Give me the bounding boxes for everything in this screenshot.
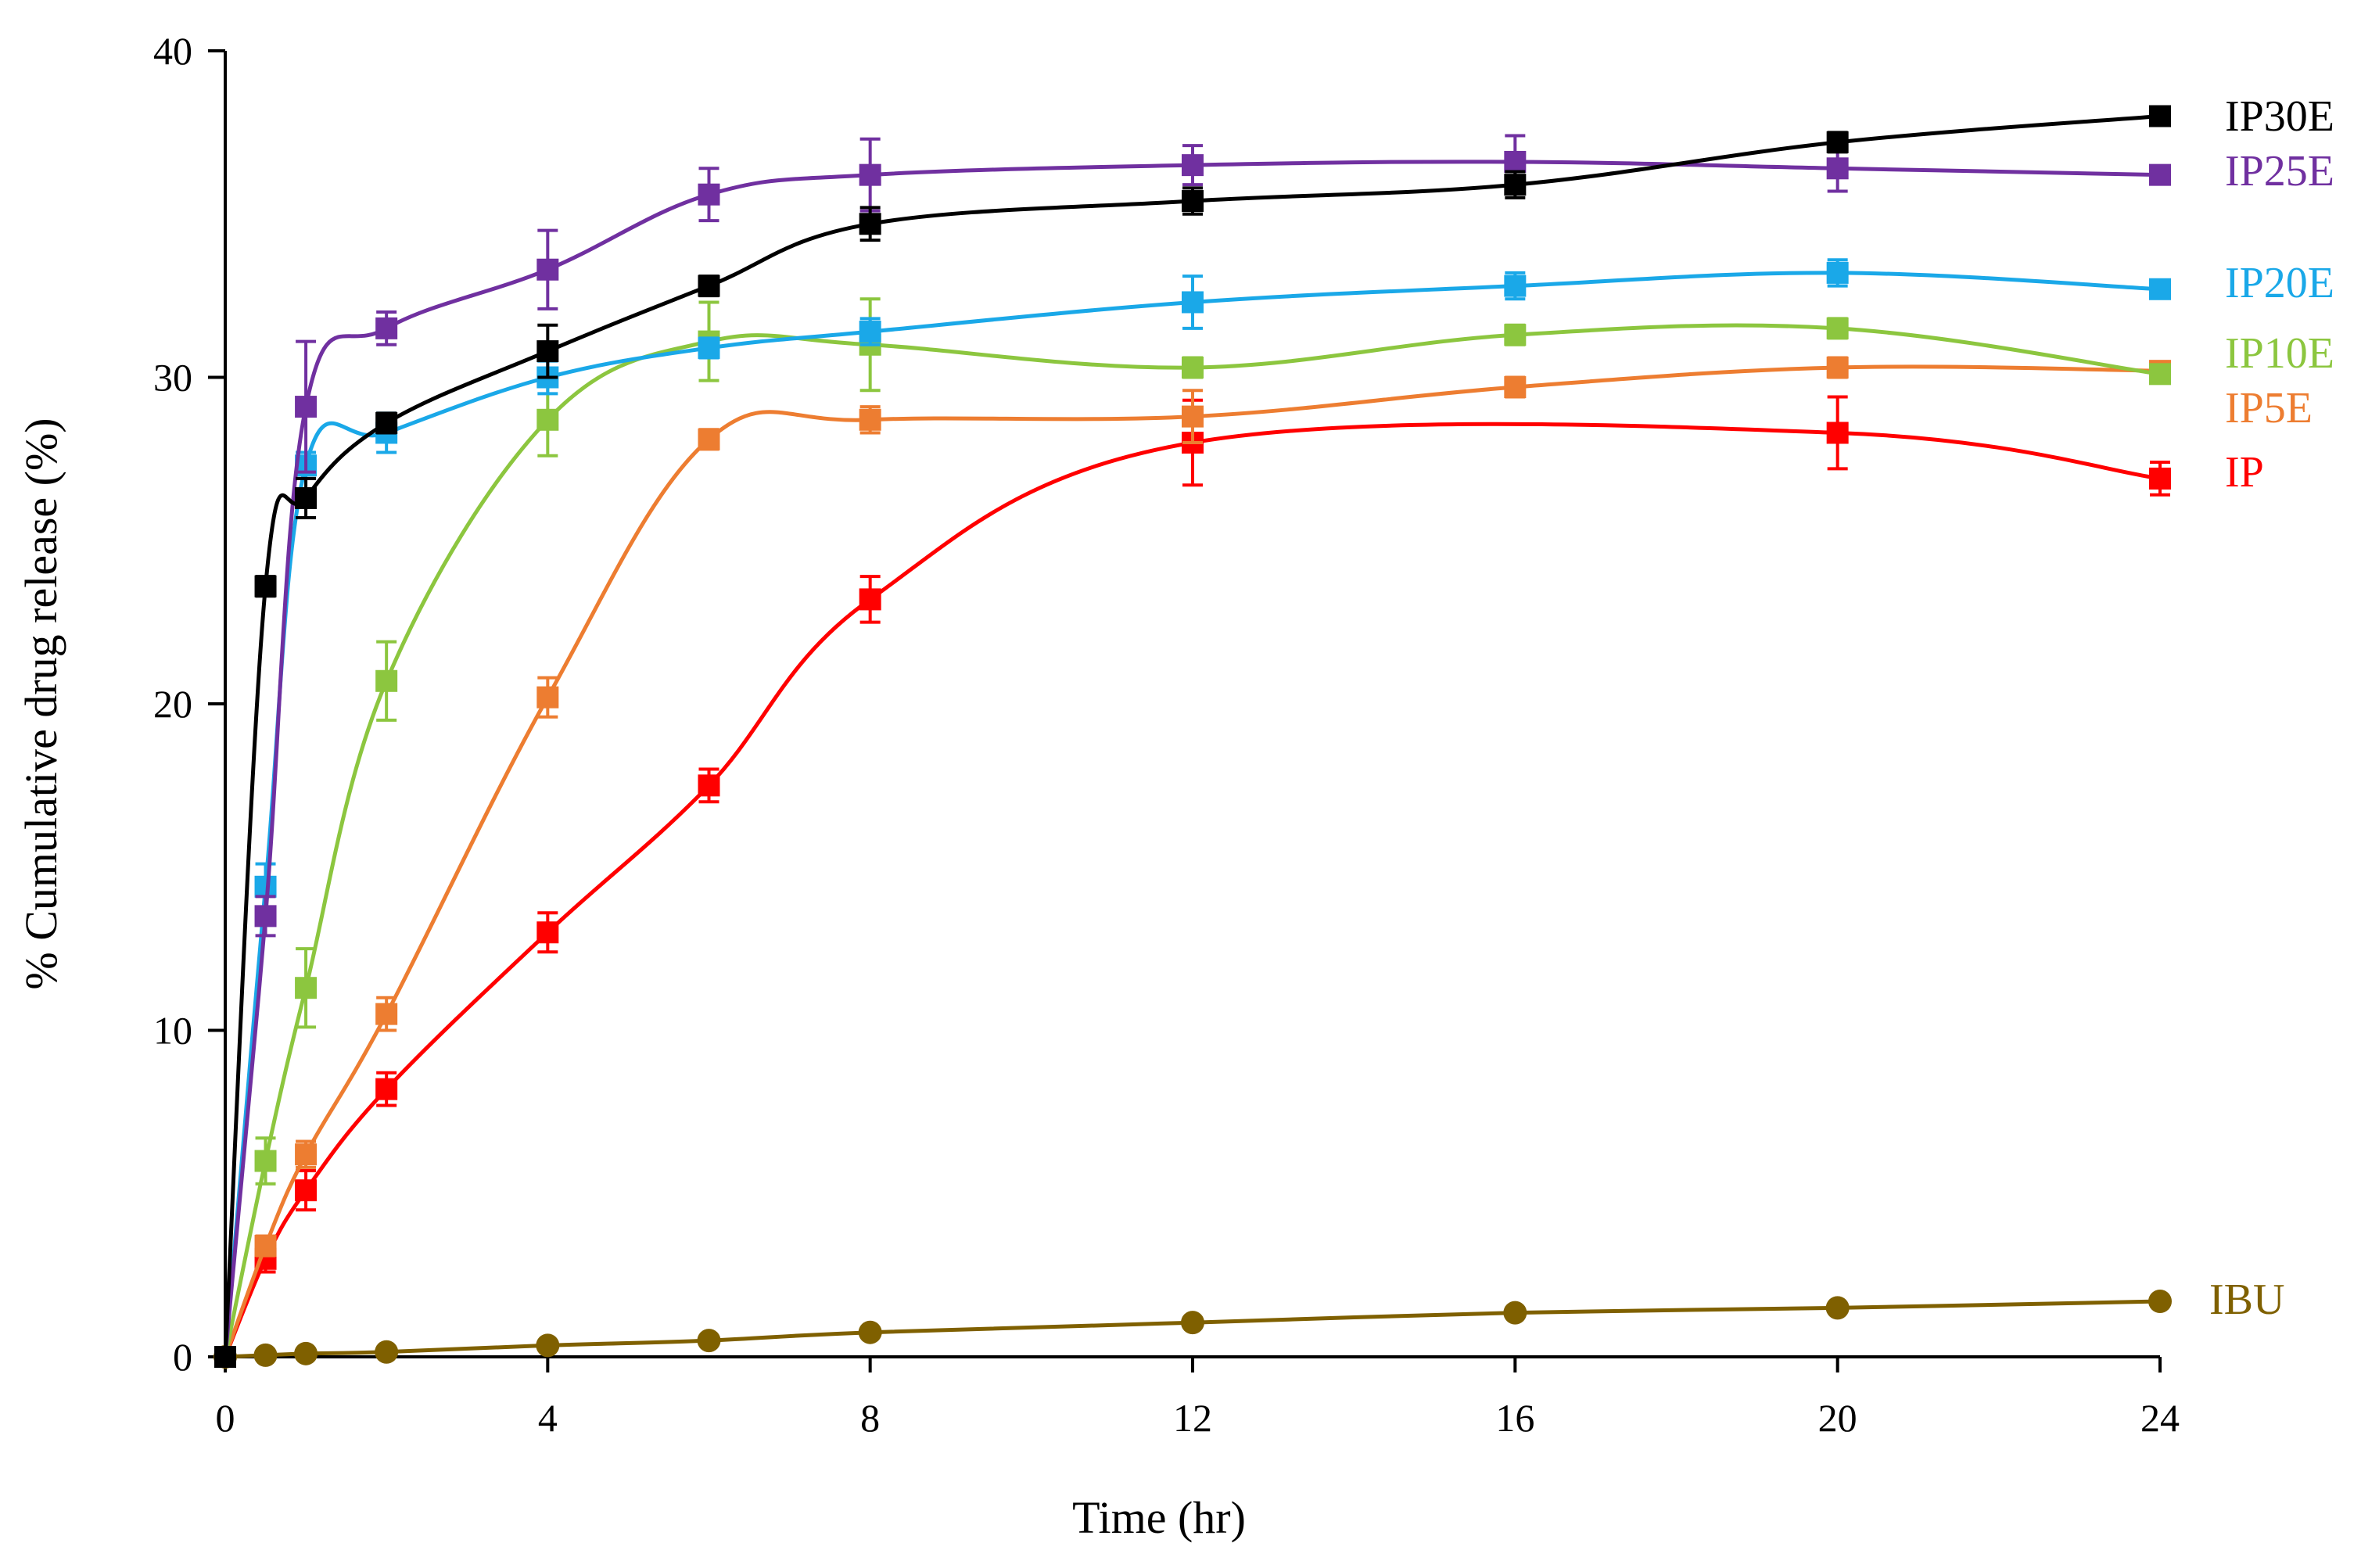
data-point-ibu-5 xyxy=(697,1329,721,1353)
x-tick-label-1: 4 xyxy=(538,1396,558,1440)
series-line-ip5e xyxy=(223,364,2162,1359)
data-point-ibu-7 xyxy=(1181,1311,1204,1335)
x-tick-label-4: 16 xyxy=(1495,1396,1534,1440)
data-point-ibu-4 xyxy=(536,1333,560,1358)
data-point-ip20e-6 xyxy=(859,321,881,343)
data-point-ibu-3 xyxy=(375,1340,399,1364)
data-point-ibu-9 xyxy=(1825,1296,1850,1320)
series-ip25e xyxy=(214,134,2171,1368)
y-tick-label-0: 0 xyxy=(173,1335,192,1379)
data-point-ip30e-5 xyxy=(698,274,720,297)
data-point-ip30e-0 xyxy=(214,1346,236,1368)
data-point-ip5e-3 xyxy=(375,1003,398,1025)
data-point-ip25e-2 xyxy=(295,396,318,418)
data-point-ip25e-4 xyxy=(536,258,559,281)
data-point-ip20e-5 xyxy=(698,336,720,359)
data-point-ip10e-3 xyxy=(375,669,398,692)
x-tick-label-2: 8 xyxy=(860,1396,880,1440)
data-point-ip25e-1 xyxy=(254,905,277,928)
y-tick-label-3: 30 xyxy=(153,356,192,400)
data-point-ip5e-4 xyxy=(536,686,559,709)
data-point-ibu-8 xyxy=(1503,1301,1527,1325)
data-point-ip10e-2 xyxy=(295,977,318,999)
x-tick-label-5: 20 xyxy=(1818,1396,1857,1440)
data-point-ip25e-9 xyxy=(1826,157,1849,180)
data-point-ip25e-3 xyxy=(375,317,398,339)
data-point-ip25e-10 xyxy=(2149,163,2171,186)
data-point-ibu-10 xyxy=(2148,1290,2172,1314)
y-tick-label-1: 10 xyxy=(153,1009,192,1053)
data-point-ip25e-8 xyxy=(1504,150,1527,173)
legend-label-ip10e: IP10E xyxy=(2225,329,2334,378)
data-point-ibu-6 xyxy=(858,1320,882,1344)
data-point-ip-4 xyxy=(536,921,559,944)
data-point-ip30e-2 xyxy=(295,486,318,509)
data-point-ip-6 xyxy=(859,588,881,611)
ticks: 0 4 8 12 16 20 24 0 10 20 30 40 xyxy=(153,29,2180,1440)
series-ip30e xyxy=(214,105,2171,1368)
data-point-ip5e-1 xyxy=(254,1235,277,1258)
data-point-ip-2 xyxy=(295,1179,318,1202)
data-point-ip5e-6 xyxy=(859,408,881,431)
data-point-ip30e-7 xyxy=(1182,190,1204,213)
data-point-ip5e-9 xyxy=(1826,356,1849,379)
data-point-ibu-2 xyxy=(294,1341,318,1365)
legend-label-ip20e: IP20E xyxy=(2225,259,2334,307)
data-point-ip30e-4 xyxy=(536,340,559,363)
x-tick-label-0: 0 xyxy=(216,1396,235,1440)
data-point-ip30e-8 xyxy=(1504,174,1527,196)
data-point-ip5e-7 xyxy=(1182,405,1204,428)
data-point-ip30e-10 xyxy=(2149,105,2171,127)
series-ip xyxy=(214,395,2171,1368)
x-tick-label-3: 12 xyxy=(1173,1396,1212,1440)
data-point-ip20e-8 xyxy=(1504,274,1527,297)
y-tick-label-4: 40 xyxy=(153,29,192,73)
data-point-ip10e-8 xyxy=(1504,324,1527,346)
data-point-ip-8 xyxy=(1826,422,1849,444)
series xyxy=(214,105,2172,1369)
series-line-ip xyxy=(223,422,2162,1359)
data-point-ip10e-7 xyxy=(1182,356,1204,379)
legend-label-ibu: IBU xyxy=(2209,1276,2284,1324)
x-tick-label-6: 24 xyxy=(2140,1396,2180,1440)
data-point-ip-5 xyxy=(698,774,720,797)
data-point-ip30e-9 xyxy=(1826,131,1849,153)
data-point-ip25e-6 xyxy=(859,163,881,186)
data-point-ip-3 xyxy=(375,1078,398,1100)
data-point-ip10e-4 xyxy=(536,408,559,431)
data-point-ip5e-2 xyxy=(295,1143,318,1166)
y-axis-title: % Cumulative drug release (%) xyxy=(16,418,66,989)
series-line-ibu xyxy=(223,1299,2162,1359)
data-point-ip25e-5 xyxy=(698,183,720,206)
data-point-ip5e-8 xyxy=(1504,376,1527,399)
data-point-ip30e-6 xyxy=(859,213,881,235)
data-point-ip20e-10 xyxy=(2149,278,2171,300)
data-point-ip30e-3 xyxy=(375,411,398,434)
y-tick-label-2: 20 xyxy=(153,682,192,726)
legend-label-ip5e: IP5E xyxy=(2225,384,2313,432)
series-line-ip30e xyxy=(223,114,2162,1359)
series-ibu xyxy=(214,1290,2172,1369)
data-point-ip10e-10 xyxy=(2149,363,2171,386)
data-point-ip-9 xyxy=(2149,467,2171,490)
legend: IP30E IP25E IP20E IP10E IP5E IP IBU xyxy=(2209,92,2334,1324)
legend-label-ip30e: IP30E xyxy=(2225,92,2334,141)
data-point-ip30e-1 xyxy=(254,575,277,597)
data-point-ip10e-9 xyxy=(1826,317,1849,339)
x-axis-title: Time (hr) xyxy=(1072,1492,1246,1543)
data-point-ibu-1 xyxy=(253,1343,278,1367)
axes xyxy=(224,51,2160,1358)
data-point-ip25e-7 xyxy=(1182,154,1204,177)
data-point-ip20e-7 xyxy=(1182,291,1204,314)
series-ip5e xyxy=(214,356,2171,1368)
data-point-ip5e-5 xyxy=(698,428,720,450)
data-point-ip20e-9 xyxy=(1826,261,1849,284)
data-point-ip10e-1 xyxy=(254,1150,277,1172)
legend-label-ip: IP xyxy=(2225,448,2264,497)
legend-label-ip25e: IP25E xyxy=(2225,147,2334,196)
